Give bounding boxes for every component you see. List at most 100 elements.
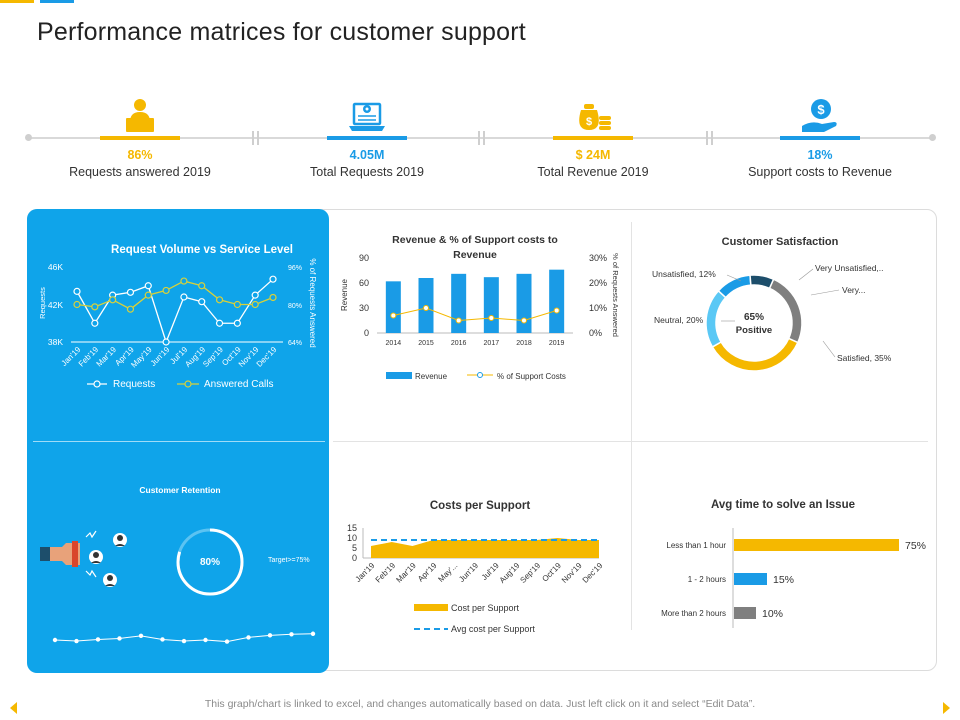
retention-target: Target>=75% <box>268 557 310 564</box>
x-tick-label: May'... <box>436 561 459 584</box>
prev-slide-arrow-icon[interactable] <box>10 702 17 714</box>
trend-point <box>203 637 208 643</box>
y2-tick: 30% <box>589 253 607 263</box>
y2-tick: 10% <box>589 303 607 313</box>
chart-title: Customer Satisfaction <box>722 236 839 248</box>
legend-marker <box>184 380 192 388</box>
x-tick-label: 2017 <box>484 340 500 347</box>
magnet-people-illustration <box>40 530 127 587</box>
trend-point <box>160 637 165 642</box>
data-point <box>251 300 259 309</box>
next-slide-arrow-icon[interactable] <box>943 702 950 714</box>
leader-lines <box>721 268 840 358</box>
accent-bar-yellow <box>0 0 34 3</box>
avg-time-chart[interactable]: Avg time to solve an Issue Less than 1 h… <box>633 490 928 635</box>
y-tick: 42K <box>48 300 63 310</box>
y2-axis-label: % of Requests Answered <box>308 258 317 347</box>
kpi-label: Support costs to Revenue <box>748 165 892 179</box>
timeline-separator <box>257 131 259 145</box>
data-point <box>91 319 99 327</box>
donut-slice <box>705 289 727 348</box>
y2-axis-label: % of Requests Answered <box>611 253 620 337</box>
data-point <box>180 293 188 301</box>
legend-swatch <box>414 604 448 611</box>
donut-center-label: Positive <box>736 325 772 336</box>
gauge-fill <box>176 528 244 596</box>
revenue-bar <box>483 277 499 333</box>
retention-gauge[interactable]: 80% <box>175 527 245 597</box>
trend-point <box>117 636 122 641</box>
data-point <box>91 303 99 311</box>
chart-title-line2: Revenue <box>453 249 497 261</box>
data-point <box>126 288 135 296</box>
chart-title: Revenue & % of Support costs to <box>392 234 558 246</box>
timeline-separator <box>483 131 485 145</box>
kpi-label: Requests answered 2019 <box>69 165 211 179</box>
x-tick-label: Mar'19 <box>95 345 119 369</box>
magnet-hand-icon <box>40 541 80 567</box>
y-tick: 90 <box>359 253 369 263</box>
donut-slice <box>768 278 803 344</box>
panel-divider <box>33 441 325 442</box>
svg-text:$: $ <box>817 102 825 117</box>
chart-title: Request Volume vs Service Level <box>111 244 293 256</box>
legend-marker <box>93 380 101 388</box>
donut-slice <box>749 274 775 290</box>
timeline-start-dot <box>25 134 32 141</box>
x-tick-label: Jun'19 <box>457 561 480 584</box>
request-volume-chart[interactable]: Request Volume vs Service Level Requests… <box>27 235 329 395</box>
trend-point <box>181 638 187 644</box>
legend-label: % of Support Costs <box>497 372 566 381</box>
data-point <box>73 287 81 295</box>
legend-label: Answered Calls <box>204 379 273 390</box>
kpi-bar <box>327 136 407 140</box>
money-bag-coins-icon: $ <box>579 104 611 130</box>
support-cost-point <box>488 315 495 321</box>
y-tick: 46K <box>48 262 63 272</box>
kpi-label: Total Requests 2019 <box>310 165 424 179</box>
data-point <box>198 298 206 306</box>
x-tick-label: 2018 <box>516 340 532 347</box>
data-point <box>233 319 241 327</box>
kpi-bar <box>100 136 180 140</box>
y-tick: 15 <box>347 523 357 533</box>
x-tick-label: Oct'19 <box>540 561 563 584</box>
accent-bar-blue <box>40 0 74 3</box>
slice-label: Unsatisfied, 12% <box>652 269 716 279</box>
page-title: Performance matrices for customer suppor… <box>37 18 526 46</box>
x-tick-label: Nov'19 <box>560 561 584 585</box>
bar-data-label: 75% <box>905 540 926 552</box>
support-cost-point <box>390 312 397 319</box>
customer-satisfaction-chart[interactable]: Customer Satisfaction 65% Positive Satis… <box>633 225 928 435</box>
data-point <box>215 296 224 304</box>
bar-category-label: More than 2 hours <box>661 609 726 618</box>
data-point <box>215 319 224 327</box>
y-tick: 38K <box>48 337 63 347</box>
y-axis-label: Revenue <box>340 278 349 311</box>
x-tick-label: 2015 <box>418 340 434 347</box>
kpi-value: $ 24M <box>575 148 611 162</box>
time-bar <box>734 573 767 585</box>
revenue-chart[interactable]: Revenue & % of Support costs to Revenue … <box>333 225 631 395</box>
timeline-separator <box>478 131 480 145</box>
y-tick: 30 <box>359 303 369 313</box>
person-at-laptop-icon <box>126 99 154 132</box>
x-tick-label: Feb'19 <box>374 561 398 585</box>
trend-point <box>267 633 273 638</box>
y2-tick: 96% <box>288 265 302 272</box>
panel-divider <box>333 441 928 442</box>
data-point <box>162 338 170 346</box>
kpi-bar <box>780 136 860 140</box>
donut-center-value: 65% <box>744 312 764 323</box>
bar-category-label: Less than 1 hour <box>666 541 726 550</box>
x-tick-label: Sep'19 <box>518 561 542 585</box>
trend-point <box>289 632 294 637</box>
y-tick: 0 <box>364 328 369 338</box>
x-tick-label: Jun'19 <box>149 345 172 368</box>
time-bar <box>734 607 756 619</box>
x-tick-label: 2016 <box>451 340 467 347</box>
y2-tick: 0% <box>589 328 602 338</box>
legend-label: Cost per Support <box>451 603 520 613</box>
laptop-gear-icon <box>349 102 385 131</box>
